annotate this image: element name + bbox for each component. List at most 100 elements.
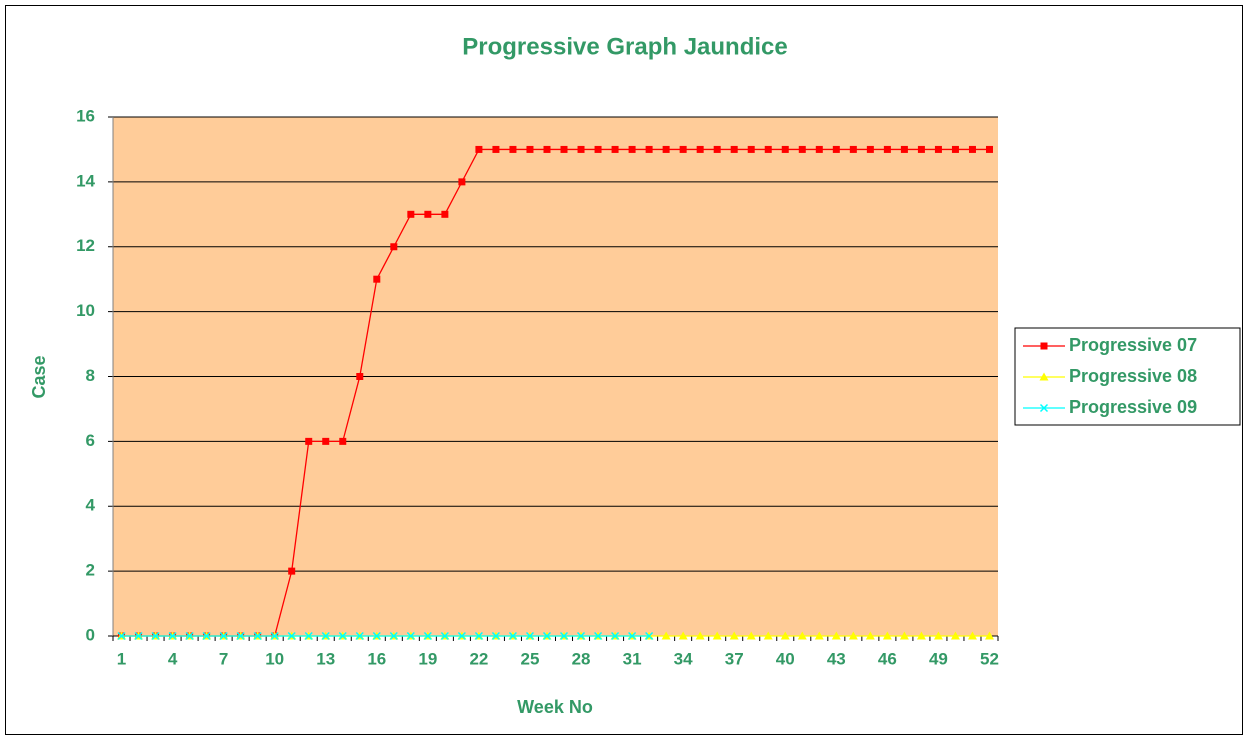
marker: [236, 631, 245, 641]
marker: [933, 631, 943, 640]
x-tick-label: 31: [623, 649, 642, 668]
x-tick-label: 22: [469, 649, 488, 668]
chart-title: Progressive Graph Jaundice: [462, 33, 787, 60]
marker: [287, 631, 296, 641]
marker: [372, 631, 381, 641]
marker: [577, 145, 585, 153]
marker: [560, 145, 568, 153]
marker: [559, 631, 569, 641]
marker: [576, 631, 586, 641]
marker: [526, 145, 534, 153]
marker: [305, 437, 313, 445]
marker: [611, 145, 619, 153]
marker: [662, 145, 670, 153]
marker: [406, 631, 415, 641]
y-tick-label: 4: [86, 496, 96, 515]
marker: [322, 437, 330, 445]
legend-label: Progressive 09: [1069, 397, 1197, 417]
marker: [440, 631, 449, 641]
y-tick-label: 8: [86, 366, 95, 385]
y-tick-label: 16: [76, 106, 95, 125]
legend-label: Progressive 08: [1069, 366, 1197, 386]
marker: [696, 145, 704, 153]
marker: [219, 631, 228, 641]
y-tick-label: 2: [86, 561, 95, 580]
marker: [611, 631, 620, 641]
marker: [1039, 403, 1049, 413]
x-tick-label: 7: [219, 649, 228, 668]
marker: [185, 631, 194, 641]
marker: [202, 631, 211, 641]
marker: [628, 145, 636, 153]
x-tick-label: 40: [776, 649, 795, 668]
x-tick-label: 25: [521, 649, 540, 668]
marker: [542, 631, 552, 641]
marker: [815, 145, 823, 153]
marker: [424, 210, 432, 218]
marker: [917, 145, 925, 153]
marker: [899, 631, 909, 640]
marker: [866, 145, 874, 153]
marker: [849, 145, 857, 153]
marker: [713, 145, 721, 153]
x-tick-label: 10: [265, 649, 284, 668]
marker: [373, 275, 381, 283]
x-tick-label: 19: [418, 649, 437, 668]
marker: [458, 178, 466, 186]
marker: [423, 631, 432, 641]
x-tick-label: 34: [674, 649, 693, 668]
y-tick-label: 14: [76, 171, 95, 190]
marker: [1039, 372, 1049, 381]
marker: [508, 631, 517, 641]
x-tick-label: 4: [168, 649, 178, 668]
marker: [339, 437, 347, 445]
marker: [781, 145, 789, 153]
marker: [168, 631, 177, 641]
marker: [968, 145, 976, 153]
x-tick-label: 16: [367, 649, 386, 668]
x-tick-label: 43: [827, 649, 846, 668]
x-tick-label: 49: [929, 649, 948, 668]
marker: [389, 631, 398, 641]
marker: [985, 145, 993, 153]
marker: [848, 631, 858, 640]
x-tick-label: 13: [316, 649, 335, 668]
marker: [882, 631, 892, 640]
marker: [1040, 342, 1048, 350]
x-tick-label: 1: [117, 649, 126, 668]
y-axis-label: Case: [29, 355, 49, 398]
marker: [491, 631, 500, 641]
x-tick-label: 46: [878, 649, 897, 668]
marker: [475, 145, 483, 153]
marker: [270, 631, 279, 641]
marker: [900, 145, 908, 153]
marker: [594, 631, 603, 641]
marker: [594, 145, 602, 153]
marker: [831, 631, 841, 640]
marker: [712, 631, 722, 640]
marker: [543, 145, 551, 153]
marker: [950, 631, 960, 640]
marker: [253, 631, 262, 641]
marker: [814, 631, 824, 640]
marker: [338, 631, 347, 641]
marker: [407, 210, 415, 218]
x-tick-label: 52: [980, 649, 999, 668]
marker: [967, 631, 977, 640]
marker: [474, 631, 483, 641]
marker: [780, 631, 790, 640]
marker: [747, 145, 755, 153]
marker: [764, 145, 772, 153]
marker: [645, 145, 653, 153]
y-tick-label: 10: [76, 301, 95, 320]
marker: [763, 631, 773, 640]
marker: [865, 631, 875, 640]
marker: [934, 145, 942, 153]
marker: [798, 145, 806, 153]
legend-label: Progressive 07: [1069, 335, 1197, 355]
x-tick-label: 37: [725, 649, 744, 668]
marker: [304, 631, 313, 641]
marker: [729, 631, 739, 640]
marker: [883, 145, 891, 153]
